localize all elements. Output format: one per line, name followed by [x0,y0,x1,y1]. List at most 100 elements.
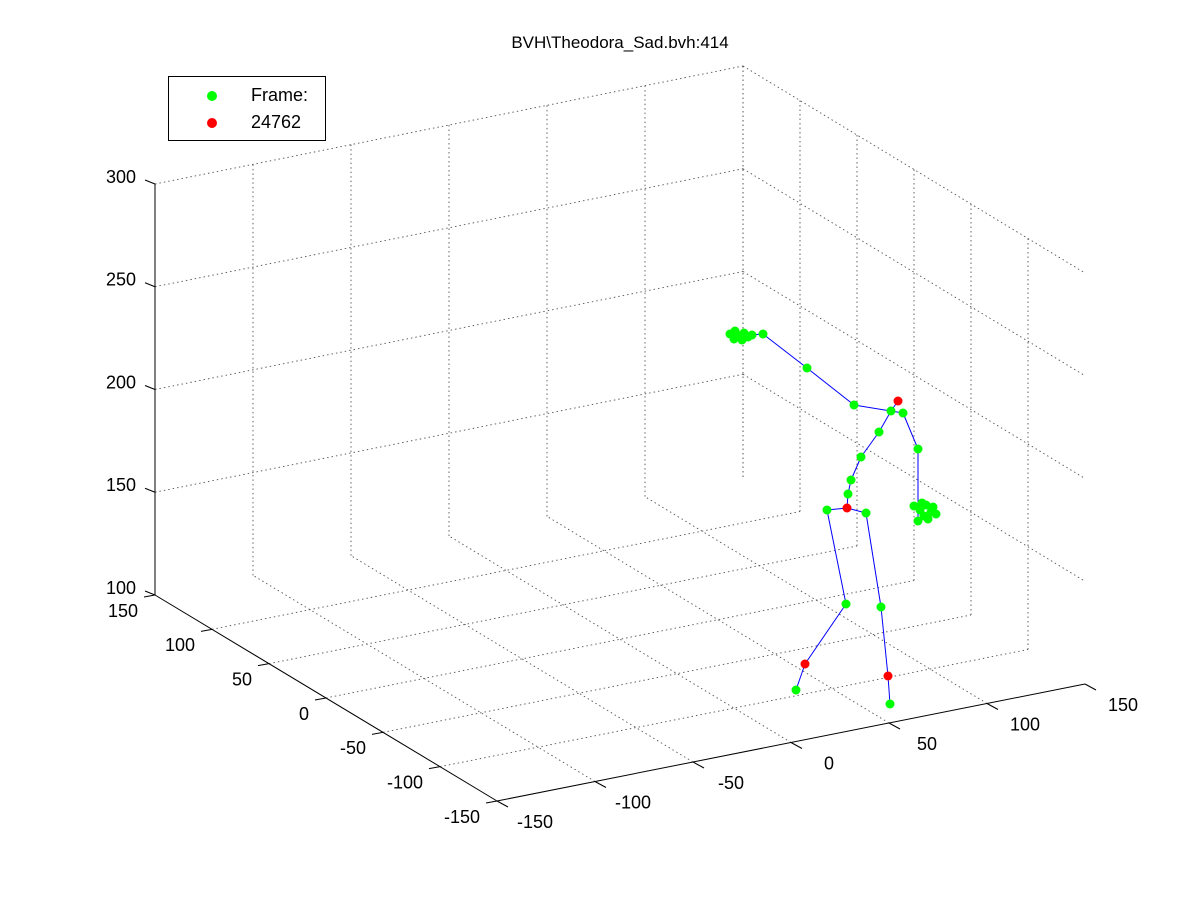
y-tick-label: 50 [232,669,252,689]
joint-point [791,685,801,695]
grid-line-z [154,65,744,185]
grid-line-y [439,649,1029,768]
x-tick-label: 100 [1010,714,1040,734]
y-tick-label: 150 [108,601,138,621]
hand-marker [917,498,927,508]
grid-line-z [742,65,1086,274]
hand-marker [923,514,933,524]
z-tick-label: 250 [106,270,136,290]
x-tick-label: -50 [718,773,744,793]
legend-green-marker [207,91,217,101]
grid-line-y [325,580,915,699]
z-tick-mark [144,590,156,596]
grid-line-y [211,511,801,630]
bone-segment [826,509,847,605]
highlighted-joint-point [893,396,903,406]
joint-point [886,406,896,416]
x-tick-mark [692,761,705,769]
grid-line-z [154,168,744,288]
x-tick-mark [1084,683,1097,691]
joint-point [849,400,859,410]
z-tick-mark [144,385,156,390]
y-tick-label: -50 [340,738,366,758]
y-tick-label: 0 [299,704,309,724]
bone-segment [806,367,855,406]
hand-marker [928,502,938,512]
x-tick-label: 150 [1108,695,1138,715]
joint-point [843,489,853,499]
hand-marker [729,334,739,344]
legend-label-frame: Frame: [251,85,309,105]
axes-grid [154,65,1086,782]
highlighted-joint-point [842,503,852,513]
hand-marker [931,509,941,519]
y-tick-mark [485,800,498,804]
bone-segment [902,412,919,450]
joint-point [913,444,923,454]
hand-marker [737,335,747,345]
joint-point [874,427,884,437]
joint-point [876,602,886,612]
joint-point [898,408,908,418]
bone-segment [865,512,882,608]
grid-line-x [350,555,694,763]
grid-line-z [154,271,744,390]
bone-segment [762,333,808,369]
bone-segment [853,404,892,412]
y-tick-mark [143,594,156,598]
tick-labels: -150 -100 -50 0 50 100 150 -150 -100 -50 0 50 100 150… [106,167,1138,832]
z-tick-mark [144,487,156,493]
x-tick-mark [986,703,999,710]
hand-marker [747,330,757,340]
bone-segment [887,675,891,705]
x-tick-label: -150 [517,812,553,832]
joint-point [841,599,851,609]
y-tick-mark [200,628,213,632]
legend-red-marker [207,118,217,128]
highlighted-joint-point [883,671,893,681]
joint-point [802,363,812,373]
z-tick-mark [144,282,156,288]
bone-segment [804,603,847,665]
y-tick-mark [257,663,270,667]
chart-title: BVH\Theodora_Sad.bvh:414 [511,33,729,52]
grid-line-x [546,515,890,724]
joint-point [822,505,832,515]
grid-line-z [742,271,1086,479]
grid-line-z [742,168,1086,377]
legend-label-number: 24762 [251,112,302,132]
joint-point [856,452,866,462]
z-tick-mark [144,179,156,185]
legend-entry-frame: Frame: [169,85,325,109]
bone-segment [860,431,880,458]
axes-box [143,179,1097,808]
y-tick-mark [314,697,327,701]
joint-point [913,516,923,526]
y-tick-mark [371,731,384,735]
bone-segment [795,663,806,691]
z-tick-label: 200 [106,372,136,392]
joint-point [846,475,856,485]
z-tick-label: 300 [106,167,136,187]
y-tick-label: -150 [444,807,480,827]
z-tick-label: 100 [106,578,136,598]
joint-point [885,699,895,709]
grid-line-y [268,545,858,665]
joint-point [758,329,768,339]
x-tick-mark [888,722,901,730]
x-tick-mark [790,742,803,749]
joint-point [861,508,871,518]
x-tick-label: -100 [615,792,651,812]
grid-line-x [448,535,792,743]
legend-entry-number: 24762 [169,112,325,136]
legend: Frame: 24762 [168,76,326,141]
grid-line-z [154,373,744,493]
z-tick-label: 150 [106,475,136,495]
x-tick-mark [594,781,607,788]
highlighted-joint-point [800,659,810,669]
grid-line-y [382,614,972,733]
x-tick-label: 0 [824,753,834,773]
x-tick-label: 50 [917,734,937,754]
bone-segment [880,606,889,677]
